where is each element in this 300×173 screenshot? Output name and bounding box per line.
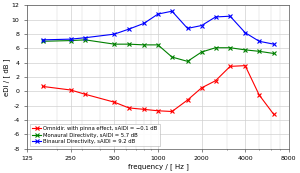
Omnidir. with pinna effect, sAIDI = −0.1 dB bbox=[127, 107, 131, 109]
Monaural Directivity, sAIDI = 5.7 dB bbox=[156, 44, 160, 46]
Binaural Directivity, sAIDI = 9.2 dB bbox=[186, 27, 189, 29]
Omnidir. with pinna effect, sAIDI = −0.1 dB bbox=[214, 80, 217, 82]
Binaural Directivity, sAIDI = 9.2 dB bbox=[228, 15, 232, 17]
Omnidir. with pinna effect, sAIDI = −0.1 dB bbox=[69, 89, 73, 91]
Monaural Directivity, sAIDI = 5.7 dB bbox=[69, 40, 73, 42]
Legend: Omnidir. with pinna effect, sAIDI = −0.1 dB, Monaural Directivity, sAIDI = 5.7 d: Omnidir. with pinna effect, sAIDI = −0.1… bbox=[30, 124, 160, 146]
Omnidir. with pinna effect, sAIDI = −0.1 dB bbox=[142, 108, 146, 110]
Omnidir. with pinna effect, sAIDI = −0.1 dB bbox=[41, 85, 44, 88]
Monaural Directivity, sAIDI = 5.7 dB bbox=[112, 43, 116, 45]
Monaural Directivity, sAIDI = 5.7 dB bbox=[186, 60, 189, 62]
Monaural Directivity, sAIDI = 5.7 dB bbox=[257, 50, 261, 52]
Monaural Directivity, sAIDI = 5.7 dB bbox=[170, 56, 174, 58]
Binaural Directivity, sAIDI = 9.2 dB bbox=[243, 32, 247, 34]
Binaural Directivity, sAIDI = 9.2 dB bbox=[41, 39, 44, 41]
Binaural Directivity, sAIDI = 9.2 dB bbox=[214, 16, 217, 18]
Omnidir. with pinna effect, sAIDI = −0.1 dB bbox=[228, 65, 232, 67]
Binaural Directivity, sAIDI = 9.2 dB bbox=[200, 25, 203, 27]
Monaural Directivity, sAIDI = 5.7 dB bbox=[272, 52, 275, 54]
Omnidir. with pinna effect, sAIDI = −0.1 dB bbox=[156, 110, 160, 112]
Line: Binaural Directivity, sAIDI = 9.2 dB: Binaural Directivity, sAIDI = 9.2 dB bbox=[40, 9, 276, 46]
Line: Monaural Directivity, sAIDI = 5.7 dB: Monaural Directivity, sAIDI = 5.7 dB bbox=[40, 38, 276, 63]
Omnidir. with pinna effect, sAIDI = −0.1 dB bbox=[112, 101, 116, 103]
Monaural Directivity, sAIDI = 5.7 dB bbox=[41, 40, 44, 42]
Omnidir. with pinna effect, sAIDI = −0.1 dB bbox=[170, 110, 174, 112]
Binaural Directivity, sAIDI = 9.2 dB bbox=[170, 10, 174, 12]
Binaural Directivity, sAIDI = 9.2 dB bbox=[142, 22, 146, 24]
Y-axis label: eDI / [ dB ]: eDI / [ dB ] bbox=[4, 58, 10, 96]
Monaural Directivity, sAIDI = 5.7 dB bbox=[214, 47, 217, 49]
Monaural Directivity, sAIDI = 5.7 dB bbox=[83, 39, 87, 41]
Monaural Directivity, sAIDI = 5.7 dB bbox=[127, 43, 131, 45]
Binaural Directivity, sAIDI = 9.2 dB bbox=[112, 33, 116, 35]
Omnidir. with pinna effect, sAIDI = −0.1 dB bbox=[257, 94, 261, 96]
Omnidir. with pinna effect, sAIDI = −0.1 dB bbox=[243, 65, 247, 67]
Monaural Directivity, sAIDI = 5.7 dB bbox=[228, 47, 232, 49]
Binaural Directivity, sAIDI = 9.2 dB bbox=[156, 13, 160, 15]
Omnidir. with pinna effect, sAIDI = −0.1 dB bbox=[186, 99, 189, 101]
Binaural Directivity, sAIDI = 9.2 dB bbox=[272, 43, 275, 45]
Binaural Directivity, sAIDI = 9.2 dB bbox=[127, 28, 131, 30]
Monaural Directivity, sAIDI = 5.7 dB bbox=[243, 49, 247, 51]
Binaural Directivity, sAIDI = 9.2 dB bbox=[257, 40, 261, 42]
Binaural Directivity, sAIDI = 9.2 dB bbox=[83, 37, 87, 39]
Omnidir. with pinna effect, sAIDI = −0.1 dB bbox=[83, 93, 87, 95]
Monaural Directivity, sAIDI = 5.7 dB bbox=[142, 44, 146, 46]
X-axis label: frequency / [ Hz ]: frequency / [ Hz ] bbox=[128, 163, 188, 170]
Binaural Directivity, sAIDI = 9.2 dB bbox=[69, 38, 73, 40]
Omnidir. with pinna effect, sAIDI = −0.1 dB bbox=[200, 87, 203, 89]
Omnidir. with pinna effect, sAIDI = −0.1 dB bbox=[272, 113, 275, 115]
Line: Omnidir. with pinna effect, sAIDI = −0.1 dB: Omnidir. with pinna effect, sAIDI = −0.1… bbox=[40, 63, 276, 116]
Monaural Directivity, sAIDI = 5.7 dB bbox=[200, 51, 203, 53]
